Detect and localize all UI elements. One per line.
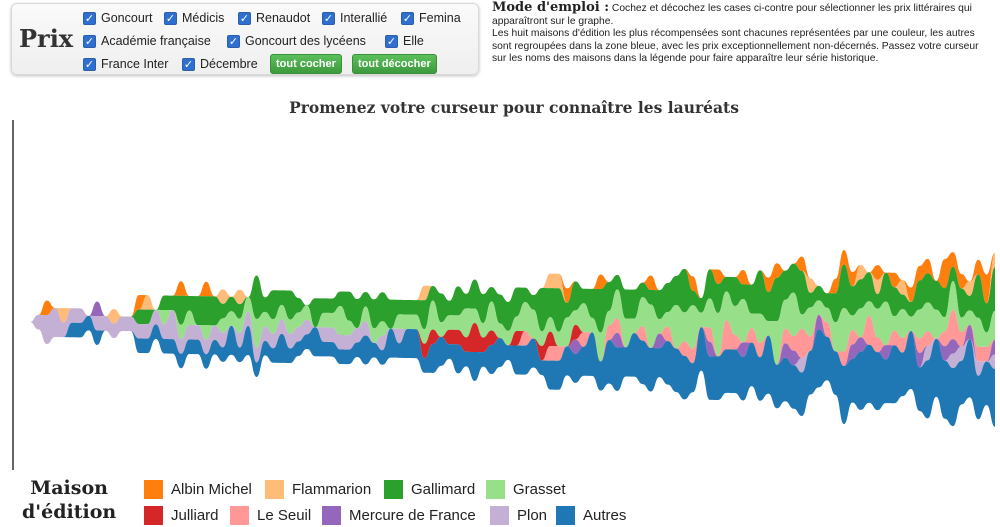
legend-swatch (322, 505, 341, 525)
checkbox-interallie[interactable]: ✓ Interallié (322, 8, 387, 28)
checkbox-academie-francaise[interactable]: ✓ Académie française (83, 31, 211, 51)
checkbox-renaudot[interactable]: ✓ Renaudot (238, 8, 310, 28)
legend-swatch (486, 479, 505, 499)
checkmark-icon: ✓ (238, 11, 251, 25)
prize-label: Académie française (101, 34, 211, 48)
legend-label: Plon (517, 506, 548, 524)
stream-layers (30, 250, 995, 427)
checkbox-france-inter[interactable]: ✓ France Inter (83, 54, 168, 74)
legend-label: Mercure de France (349, 506, 476, 524)
legend-swatch (144, 505, 163, 525)
legend-title-line-1: Maison (30, 477, 108, 499)
legend-item-grasset[interactable]: Grasset (486, 478, 566, 500)
checkbox-femina[interactable]: ✓ Femina (401, 8, 461, 28)
checkmark-icon: ✓ (227, 34, 240, 48)
legend-title: Maison d'édition (22, 476, 116, 524)
legend-label: Albin Michel (171, 480, 252, 498)
legend-item-flammarion[interactable]: Flammarion (265, 478, 371, 500)
checkmark-icon: ✓ (401, 11, 414, 25)
legend-item-julliard[interactable]: Julliard (144, 504, 219, 526)
legend-label: Le Seuil (257, 506, 312, 524)
legend-item-le-seuil[interactable]: Le Seuil (230, 504, 311, 526)
checkmark-icon: ✓ (322, 11, 335, 25)
checkbox-decembre[interactable]: ✓ Décembre (182, 54, 258, 74)
stream-layer-plon[interactable] (30, 307, 995, 376)
check-all-button[interactable]: tout cocher (270, 54, 342, 74)
legend-item-mercure-de-france[interactable]: Mercure de France (322, 504, 476, 526)
legend-item-albin-michel[interactable]: Albin Michel (144, 478, 252, 500)
legend-label: Autres (583, 506, 627, 524)
instructions-text-2: Les huit maisons d'édition les plus réco… (492, 28, 979, 65)
legend-label: Grasset (513, 480, 566, 498)
prize-label: Renaudot (256, 11, 311, 25)
uncheck-all-button[interactable]: tout décocher (352, 54, 437, 74)
legend-swatch (144, 479, 163, 499)
prize-label: Interallié (340, 11, 388, 25)
stream-layer-le-seuil[interactable] (30, 301, 995, 367)
instructions: Mode d'emploi : Cochez et décochez les c… (492, 0, 992, 66)
legend-swatch (490, 505, 509, 525)
checkmark-icon: ✓ (182, 57, 195, 71)
legend-swatch (265, 479, 284, 499)
checkbox-goncourt[interactable]: ✓ Goncourt (83, 8, 152, 28)
legend-label: Gallimard (411, 480, 476, 498)
legend-item-gallimard[interactable]: Gallimard (384, 478, 475, 500)
instructions-text-1: Cochez et décochez les cases ci-contre p… (492, 3, 972, 27)
prize-filter-panel: Prix ✓ Goncourt ✓ Médicis ✓ Renaudot ✓ I… (11, 3, 479, 75)
legend-item-plon[interactable]: Plon (490, 504, 547, 526)
checkmark-icon: ✓ (83, 34, 96, 48)
legend-label: Flammarion (292, 480, 372, 498)
prize-label: Médicis (182, 11, 225, 25)
checkbox-medicis[interactable]: ✓ Médicis (164, 8, 224, 28)
checkbox-elle[interactable]: ✓ Elle (385, 31, 424, 51)
checkbox-goncourt-des-lyceens[interactable]: ✓ Goncourt des lycéens (227, 31, 366, 51)
legend-swatch (384, 479, 403, 499)
prize-label: Femina (419, 11, 461, 25)
checkmark-icon: ✓ (385, 34, 398, 48)
prize-label: Goncourt (101, 11, 153, 25)
stream-layer-gallimard[interactable] (30, 263, 995, 333)
checkmark-icon: ✓ (83, 11, 96, 25)
chart-title: Promenez votre curseur pour connaître le… (289, 98, 739, 117)
prix-label: Prix (19, 24, 74, 53)
prize-label: France Inter (101, 57, 169, 71)
instructions-title: Mode d'emploi : (492, 0, 610, 15)
legend-title-line-2: d'édition (22, 501, 117, 523)
legend-swatch (230, 505, 249, 525)
prize-label: Goncourt des lycéens (245, 34, 366, 48)
prize-label: Décembre (200, 57, 258, 71)
stream-layer-grasset[interactable] (30, 281, 995, 365)
legend-item-autres[interactable]: Autres (556, 504, 626, 526)
legend-swatch (556, 505, 575, 525)
checkmark-icon: ✓ (83, 57, 96, 71)
prize-label: Elle (403, 34, 424, 48)
legend-label: Julliard (171, 506, 219, 524)
checkmark-icon: ✓ (164, 11, 177, 25)
